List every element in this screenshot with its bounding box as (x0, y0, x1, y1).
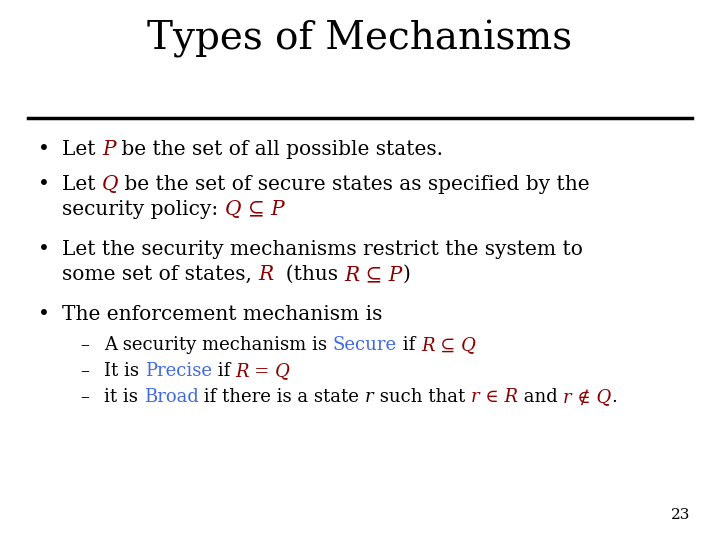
Text: Secure: Secure (333, 336, 397, 354)
Text: Q: Q (102, 175, 118, 194)
Text: R = Q: R = Q (235, 362, 291, 380)
Text: r: r (365, 388, 374, 406)
Text: r ∉ Q: r ∉ Q (563, 388, 611, 406)
Text: 23: 23 (670, 508, 690, 522)
Text: •: • (38, 175, 50, 194)
Text: R: R (258, 265, 274, 284)
Text: The enforcement mechanism is: The enforcement mechanism is (62, 305, 382, 324)
Text: R ⊆ Q: R ⊆ Q (421, 336, 476, 354)
Text: .: . (611, 388, 617, 406)
Text: Let: Let (62, 140, 102, 159)
Text: if: if (397, 336, 421, 354)
Text: it is: it is (104, 388, 143, 406)
Text: •: • (38, 305, 50, 324)
Text: •: • (38, 240, 50, 259)
Text: if there is a state: if there is a state (199, 388, 365, 406)
Text: It is: It is (104, 362, 145, 380)
Text: (thus: (thus (274, 265, 345, 284)
Text: Let the security mechanisms restrict the system to: Let the security mechanisms restrict the… (62, 240, 583, 259)
Text: if: if (212, 362, 235, 380)
Text: such that: such that (374, 388, 471, 406)
Text: –: – (80, 362, 89, 380)
Text: security policy:: security policy: (62, 200, 225, 219)
Text: Precise: Precise (145, 362, 212, 380)
Text: •: • (38, 140, 50, 159)
Text: ): ) (403, 265, 411, 284)
Text: Types of Mechanisms: Types of Mechanisms (148, 20, 572, 58)
Text: and: and (518, 388, 563, 406)
Text: Q ⊆ P: Q ⊆ P (225, 200, 284, 219)
Text: R ⊆ P: R ⊆ P (345, 265, 403, 284)
Text: –: – (80, 336, 89, 354)
Text: Let: Let (62, 175, 102, 194)
Text: be the set of all possible states.: be the set of all possible states. (115, 140, 444, 159)
Text: A security mechanism is: A security mechanism is (104, 336, 333, 354)
Text: –: – (80, 388, 89, 406)
Text: Broad: Broad (143, 388, 199, 406)
Text: P: P (102, 140, 115, 159)
Text: be the set of secure states as specified by the: be the set of secure states as specified… (118, 175, 590, 194)
Text: some set of states,: some set of states, (62, 265, 258, 284)
Text: r ∈ R: r ∈ R (471, 388, 518, 406)
